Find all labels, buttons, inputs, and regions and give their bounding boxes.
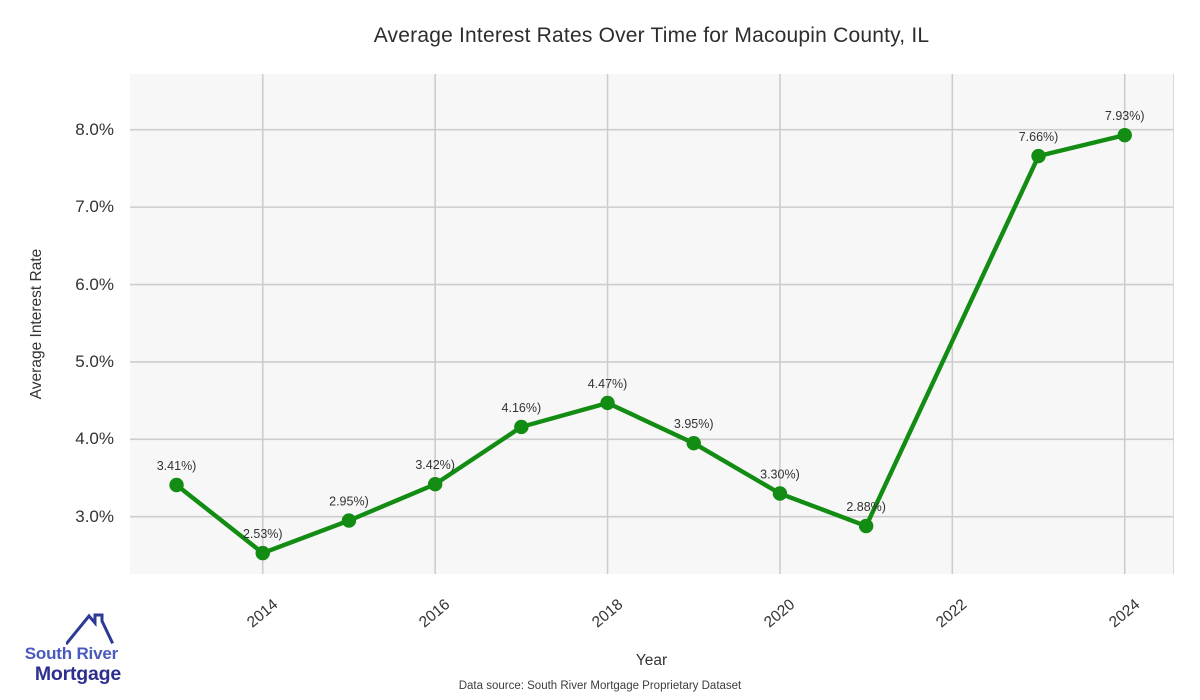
data-point-marker bbox=[858, 518, 874, 534]
data-point-label: 2.53%) bbox=[243, 527, 283, 541]
x-axis-title: Year bbox=[635, 652, 668, 669]
x-tick-label: 2020 bbox=[760, 596, 799, 632]
data-point-label: 3.42%) bbox=[415, 458, 455, 472]
data-point-label: 2.88%) bbox=[846, 500, 886, 514]
south-river-mortgage-logo: South River Mortgage bbox=[16, 609, 126, 689]
data-point-marker bbox=[1117, 127, 1132, 143]
y-tick-label: 7.0% bbox=[75, 197, 114, 217]
data-point-marker bbox=[169, 477, 184, 493]
y-tick-label: 6.0% bbox=[75, 274, 114, 294]
x-tick-label: 2022 bbox=[933, 596, 971, 632]
x-tick-label: 2016 bbox=[416, 596, 454, 632]
y-tick-label: 8.0% bbox=[75, 119, 114, 139]
interest-rate-line bbox=[174, 132, 1127, 556]
data-point-marker bbox=[600, 395, 615, 411]
x-tick-label: 2024 bbox=[1105, 596, 1144, 632]
y-tick-label: 4.0% bbox=[75, 429, 114, 449]
data-point-label: 7.93%) bbox=[1105, 109, 1145, 123]
data-point-label: 4.47%) bbox=[588, 377, 628, 391]
data-point-label: 3.95%) bbox=[674, 417, 714, 431]
house-roof-icon bbox=[66, 613, 114, 645]
data-point-marker bbox=[1031, 148, 1046, 164]
data-point-label: 4.16%) bbox=[502, 401, 542, 415]
logo-text-south-river: South River bbox=[24, 644, 118, 663]
y-tick-label: 3.0% bbox=[75, 506, 114, 526]
data-point-marker bbox=[255, 545, 270, 561]
x-tick-label: 2018 bbox=[588, 596, 626, 632]
data-point-label: 3.41%) bbox=[157, 459, 197, 473]
line-chart-canvas: 3.41%) 2.53%) 2.95%) 3.42%) 4.16%) 4.47%) 3.95… bbox=[130, 74, 1173, 574]
data-point-marker bbox=[341, 513, 357, 528]
data-point-label: 2.95%) bbox=[329, 495, 369, 509]
chart-title: Average Interest Rates Over Time for Mac… bbox=[373, 24, 930, 47]
data-point-marker bbox=[514, 419, 529, 435]
data-point-label: 7.66%) bbox=[1019, 130, 1059, 144]
data-point-marker bbox=[772, 486, 788, 501]
data-point-marker bbox=[686, 435, 701, 451]
plot-area: 3.41%) 2.53%) 2.95%) 3.42%) 4.16%) 4.47%) 3.95… bbox=[130, 74, 1174, 574]
data-source-caption: Data source: South River Mortgage Propri… bbox=[458, 680, 742, 692]
y-tick-label: 5.0% bbox=[75, 351, 114, 371]
data-point-label: 3.30%) bbox=[760, 468, 800, 482]
y-axis-title: Average Interest Rate bbox=[28, 248, 45, 400]
data-point-marker bbox=[427, 477, 443, 492]
x-tick-label: 2014 bbox=[243, 596, 282, 632]
logo-text-mortgage: Mortgage bbox=[34, 663, 121, 685]
